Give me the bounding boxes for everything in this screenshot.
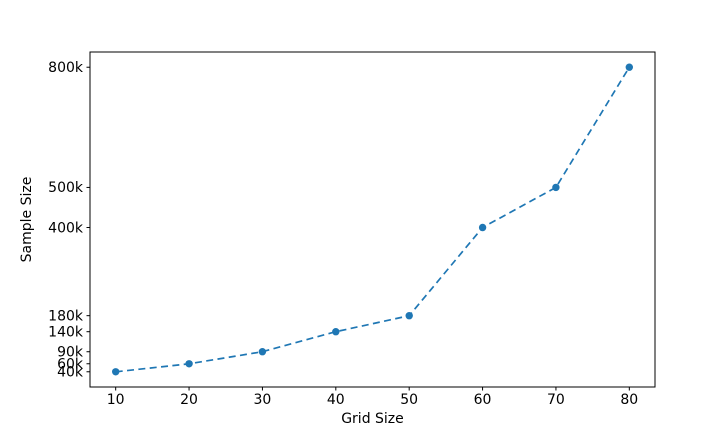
y-tick-label: 40k [57,365,84,381]
data-point-marker [332,328,340,336]
y-tick-label: 180k [48,308,84,324]
x-tick-label: 50 [400,392,418,408]
x-tick-label: 40 [327,392,345,408]
y-tick-label: 140k [48,324,84,340]
x-axis-title: Grid Size [341,411,404,427]
data-point-marker [112,368,120,376]
y-axis-title: Sample Size [19,177,35,263]
x-tick-label: 80 [620,392,638,408]
x-tick-label: 30 [254,392,272,408]
axes-frame [89,51,656,388]
y-tick-label: 90k [57,344,84,360]
data-point-marker [625,63,633,71]
y-tick-label: 60k [57,357,84,373]
x-tick-label: 10 [107,392,125,408]
y-tick-label: 800k [48,60,84,76]
data-point-marker [478,223,487,232]
y-tick-label: 500k [48,180,84,196]
x-tick-label: 70 [547,392,565,408]
plot-frame [89,51,656,388]
data-series [112,63,633,376]
data-point-marker [185,360,193,368]
series-line [115,66,631,373]
data-point-marker [405,312,413,320]
data-point-marker [258,348,267,356]
x-tick-label: 20 [180,392,198,408]
y-tick-label: 400k [48,220,84,236]
x-tick-label: 60 [474,392,492,408]
data-point-marker [552,183,560,192]
